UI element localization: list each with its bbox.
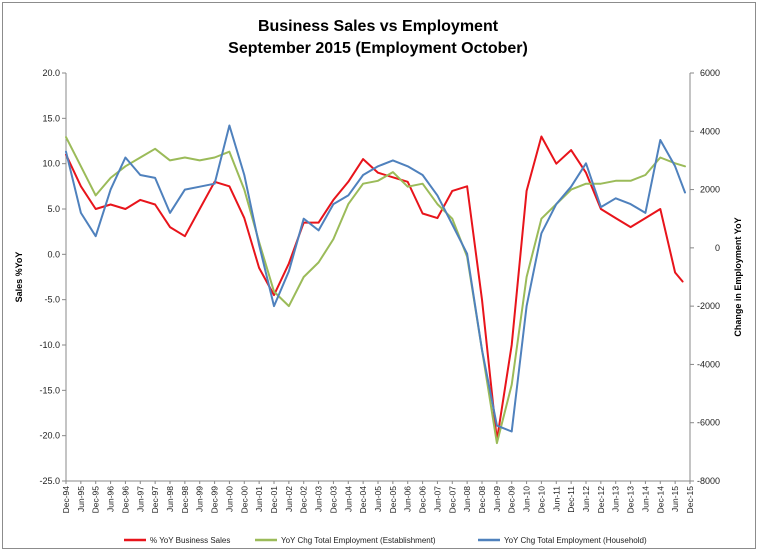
series-layer <box>65 124 686 445</box>
left-y-tick-label: -5.0 <box>44 295 60 305</box>
x-tick-label: Jun-97 <box>135 486 145 512</box>
left-y-tick-label: -10.0 <box>39 340 60 350</box>
legend-label-2: YoY Chg Total Employment (Establishment) <box>281 536 436 545</box>
x-tick-label: Jun-02 <box>284 486 294 512</box>
left-y-tick-label: 5.0 <box>47 204 60 214</box>
x-tick-label: Jun-04 <box>343 486 353 512</box>
x-tick-label: Dec-07 <box>447 486 457 514</box>
x-tick-label: Jun-98 <box>165 486 175 512</box>
x-tick-label: Dec-10 <box>536 486 546 514</box>
x-tick-label: Dec-00 <box>239 486 249 514</box>
x-tick-label: Dec-97 <box>150 486 160 514</box>
left-y-tick-label: 10.0 <box>42 159 60 169</box>
left-y-tick-label: 20.0 <box>42 68 60 78</box>
axes: 20.0 15.0 10.0 5.0 0.0 -5.0 -10.0 -15.0 -20.0 -25… <box>14 68 743 513</box>
x-tick-label: Dec-15 <box>685 486 695 514</box>
series-line-3 <box>65 124 686 433</box>
chart-title-line-2: September 2015 (Employment October) <box>228 40 528 57</box>
right-y-tick-label: -4000 <box>697 359 720 369</box>
left-y-axis-label: Sales %YoY <box>14 252 24 303</box>
x-tick-label: Dec-94 <box>61 486 71 514</box>
left-y-tick-label: 0.0 <box>47 249 60 259</box>
x-tick-label: Jun-10 <box>522 486 532 512</box>
legend: % YoY Business Sales YoY Chg Total Employ… <box>124 536 647 545</box>
right-y-tick-label: 4000 <box>700 126 720 136</box>
x-tick-label: Jun-15 <box>670 486 680 512</box>
right-y-tick-label: -2000 <box>697 301 720 311</box>
x-tick-label: Jun-05 <box>373 486 383 512</box>
x-tick-label: Jun-99 <box>195 486 205 512</box>
x-tick-label: Dec-04 <box>358 486 368 514</box>
series-line-1 <box>65 135 684 442</box>
right-y-tick-label: 0 <box>715 243 720 253</box>
x-tick-label: Jun-12 <box>581 486 591 512</box>
x-tick-label: Jun-96 <box>106 486 116 512</box>
x-tick-label: Dec-08 <box>477 486 487 514</box>
left-y-tick-label: -15.0 <box>39 385 60 395</box>
x-tick-label: Jun-09 <box>492 486 502 512</box>
x-tick-label: Dec-13 <box>626 486 636 514</box>
line-chart: Business Sales vs Employment September 2… <box>14 18 743 545</box>
right-y-tick-label: 6000 <box>700 68 720 78</box>
x-tick-label: Jun-00 <box>224 486 234 512</box>
chart-title-line-1: Business Sales vs Employment <box>258 18 499 35</box>
left-y-tick-label: -20.0 <box>39 431 60 441</box>
left-y-tick-label: 15.0 <box>42 113 60 123</box>
x-tick-label: Jun-13 <box>611 486 621 512</box>
x-tick-label: Jun-03 <box>314 486 324 512</box>
x-tick-label: Jun-11 <box>551 486 561 512</box>
x-tick-label: Dec-02 <box>299 486 309 514</box>
x-tick-label: Jun-01 <box>254 486 264 512</box>
right-y-axis-label: Change in Employment YoY <box>733 217 743 336</box>
x-tick-label: Dec-95 <box>91 486 101 514</box>
x-tick-label: Dec-06 <box>418 486 428 514</box>
x-tick-label: Dec-01 <box>269 486 279 514</box>
x-tick-label: Dec-14 <box>655 486 665 514</box>
x-tick-label: Jun-14 <box>640 486 650 512</box>
x-tick-label: Dec-12 <box>596 486 606 514</box>
x-tick-label: Jun-08 <box>462 486 472 512</box>
x-tick-label: Dec-98 <box>180 486 190 514</box>
left-y-tick-label: -25.0 <box>39 476 60 486</box>
series-line-2 <box>65 136 686 445</box>
x-tick-label: Dec-11 <box>566 486 576 513</box>
legend-label-3: YoY Chg Total Employment (Household) <box>504 536 647 545</box>
right-y-tick-label: 2000 <box>700 185 720 195</box>
right-y-tick-label: -8000 <box>697 476 720 486</box>
x-tick-label: Jun-95 <box>76 486 86 512</box>
right-y-tick-label: -6000 <box>697 418 720 428</box>
x-tick-label: Dec-05 <box>388 486 398 514</box>
legend-label-1: % YoY Business Sales <box>150 536 230 545</box>
x-tick-label: Dec-99 <box>210 486 220 514</box>
x-tick-label: Jun-07 <box>432 486 442 512</box>
x-tick-label: Dec-03 <box>328 486 338 514</box>
x-tick-label: Dec-96 <box>120 486 130 514</box>
x-tick-label: Jun-06 <box>403 486 413 512</box>
x-tick-label: Dec-09 <box>507 486 517 514</box>
